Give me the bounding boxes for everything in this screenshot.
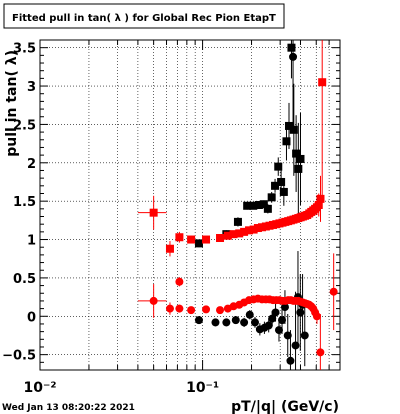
title-box [3,3,285,29]
y-tick-labels: −0.5 0 0.5 1 1.5 2 2.5 3 3.5 [2,42,36,364]
data-point [296,308,305,317]
data-point [223,231,232,240]
data-point [149,296,158,305]
data-point [222,318,231,327]
plot-frame [39,39,341,371]
data-point [250,318,259,327]
data-point [149,208,158,217]
data-point [316,194,325,203]
data-point [245,310,254,319]
data-point [289,52,298,61]
data-point [240,318,249,327]
data-point [267,193,276,202]
data-point [216,234,225,242]
data-point [233,217,242,226]
x-tick-labels: 10⁻² 10⁻¹ [23,380,219,396]
data-point [268,314,277,323]
y-tick-label: 3 [27,80,36,95]
data-point [312,312,321,321]
data-point [314,201,323,209]
data-point [279,187,288,196]
data-point [285,121,294,130]
data-point [274,326,283,335]
y-tick-label: 2 [27,157,36,172]
data-point [292,149,301,158]
data-point [263,204,272,213]
data-series [137,40,338,370]
data-point [175,277,184,286]
data-point [240,227,249,236]
data-point [235,229,244,238]
data-point [211,318,220,327]
data-point [194,239,203,248]
y-tick-label: 0.5 [13,272,36,287]
data-point [291,341,300,350]
series-2 [137,40,327,257]
data-point [280,303,289,312]
data-point [194,316,203,325]
data-point [274,162,283,171]
data-point [296,154,305,163]
x-tick-label: 10⁻¹ [186,380,219,396]
data-point [249,201,258,210]
data-point [283,331,292,340]
data-point [175,304,184,313]
data-point [289,125,298,134]
y-tick-label: 0 [27,310,36,325]
y-axis-label: pull in tan( λ) [4,50,20,157]
data-point [254,201,263,209]
data-point [294,164,303,173]
data-point [300,331,309,340]
data-point [286,356,295,365]
series-3 [137,253,338,370]
chart-title: Fitted pull in tan( λ ) for Global Rec P… [12,13,276,24]
data-point [271,308,280,317]
data-point [264,321,273,330]
data-point [287,43,296,52]
data-point [216,306,225,315]
data-point [175,233,184,242]
data-point [318,78,327,87]
data-point [165,244,174,253]
y-tick-label: −0.5 [2,349,36,364]
y-tick-label: 3.5 [13,42,36,57]
data-point [202,235,211,244]
y-tick-label: 1 [27,234,36,249]
x-axis-label: pT/|q| (GeV/c) [231,399,339,414]
data-point [271,181,280,190]
data-point [278,316,287,325]
data-point [282,137,291,146]
data-point [253,224,262,233]
data-point [243,201,252,210]
axis-ticks [39,40,341,370]
data-point [202,305,211,314]
data-point [187,235,196,244]
x-tick-label: 10⁻² [23,380,56,396]
data-point [329,287,338,296]
data-point [165,304,174,313]
data-point [316,348,325,357]
data-point [229,230,238,239]
data-point [245,226,254,235]
timestamp: Wed Jan 13 08:20:22 2021 [2,403,135,413]
data-point [249,225,258,234]
y-tick-label: 2.5 [13,118,36,133]
y-tick-label: 1.5 [13,195,36,210]
data-point [187,306,196,315]
data-point [231,316,240,325]
data-point [277,177,286,186]
data-point [259,200,268,209]
